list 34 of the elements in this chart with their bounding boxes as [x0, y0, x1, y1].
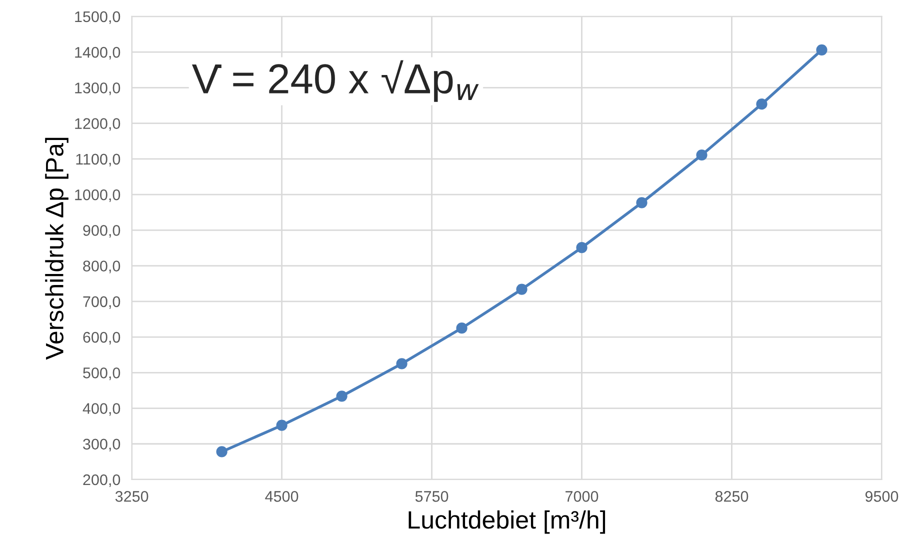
y-tick-label: 1200,0 — [75, 118, 120, 131]
x-tick-label: 5750 — [415, 491, 448, 502]
point — [336, 390, 348, 402]
x-tick-label: 9500 — [865, 491, 898, 502]
x-tick-label: 4500 — [265, 491, 298, 502]
y-tick-label: 700,0 — [83, 296, 120, 309]
y-tick-label: 1300,0 — [75, 82, 120, 96]
point — [576, 242, 588, 254]
y-tick-label: 1500,0 — [75, 11, 120, 24]
point — [636, 197, 648, 208]
y-tick-label: 1400,0 — [75, 46, 120, 60]
y-tick-label: 300,0 — [83, 438, 120, 452]
point — [456, 322, 468, 334]
point — [696, 149, 708, 161]
x-tick-label: 8250 — [715, 491, 748, 502]
point — [396, 358, 408, 370]
y-axis-title: Verschildruk Δp [Pa] — [45, 138, 68, 360]
point — [516, 284, 528, 295]
y-tick-label: 500,0 — [83, 368, 120, 380]
y-tick-label: 900,0 — [83, 225, 120, 238]
x-tick-label: 3250 — [115, 491, 148, 502]
point — [276, 420, 288, 431]
point — [816, 44, 828, 56]
y-tick-label: 200,0 — [83, 474, 120, 487]
y-tick-label: 600,0 — [83, 332, 120, 345]
y-tick-label: 400,0 — [82, 403, 120, 416]
x-tick-label: 7000 — [566, 491, 598, 502]
y-tick-label: 1000,0 — [75, 189, 120, 202]
y-tick-label: 1100,0 — [76, 154, 120, 166]
annotation: V̇ = 240 x √Δp$_{w}$ — [192, 60, 479, 102]
x-axis-title: Luchtdebiet [m³/h] — [408, 510, 606, 534]
point — [756, 98, 768, 110]
point — [216, 446, 228, 458]
y-tick-label: 800,0 — [83, 260, 120, 274]
